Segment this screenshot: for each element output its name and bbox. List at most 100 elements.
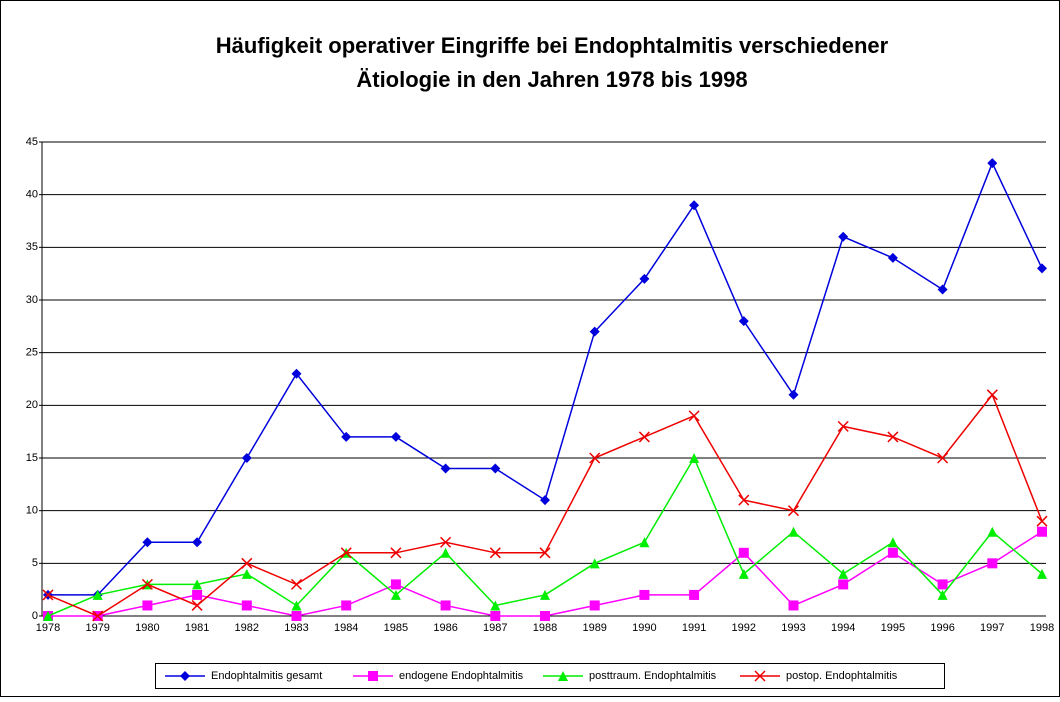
marker	[440, 536, 452, 548]
marker	[589, 452, 601, 464]
marker	[788, 526, 799, 537]
marker	[987, 158, 998, 169]
marker	[937, 579, 948, 590]
legend-label: posttraum. Endophtalmitis	[589, 670, 717, 682]
marker	[639, 589, 650, 600]
x-tick-label: 1994	[831, 622, 855, 634]
marker	[937, 589, 948, 600]
marker	[887, 537, 898, 548]
marker	[489, 547, 501, 559]
chart-title: Ätiologie in den Jahren 1978 bis 1998	[356, 67, 747, 92]
y-tick-label: 45	[26, 136, 38, 148]
x-tick-label: 1981	[185, 622, 209, 634]
x-tick-label: 1993	[781, 622, 805, 634]
marker	[838, 231, 849, 242]
x-tick-label: 1980	[135, 622, 159, 634]
x-tick-label: 1988	[533, 622, 557, 634]
marker	[368, 671, 378, 681]
marker	[887, 547, 898, 558]
marker	[987, 558, 998, 569]
chart-title: Häufigkeit operativer Eingriffe bei Endo…	[216, 33, 889, 58]
x-tick-label: 1996	[930, 622, 954, 634]
marker	[787, 505, 800, 517]
x-tick-label: 1987	[483, 622, 507, 634]
marker	[887, 252, 898, 263]
x-tick-label: 1985	[384, 622, 408, 634]
x-tick-label: 1989	[582, 622, 606, 634]
marker	[92, 589, 103, 600]
marker	[192, 589, 203, 600]
legend-label: postop. Endophtalmitis	[786, 670, 898, 682]
marker	[241, 557, 253, 569]
y-tick-label: 15	[26, 452, 38, 464]
marker	[838, 568, 849, 579]
marker	[887, 431, 899, 443]
marker	[688, 410, 700, 422]
marker	[192, 579, 203, 590]
marker	[291, 600, 302, 611]
x-tick-label: 1992	[732, 622, 756, 634]
marker	[341, 600, 352, 611]
marker	[589, 326, 600, 337]
x-tick-label: 1990	[632, 622, 656, 634]
x-tick-label: 1995	[881, 622, 905, 634]
marker	[937, 284, 948, 295]
marker	[539, 547, 551, 559]
marker	[987, 526, 998, 537]
marker	[738, 568, 749, 579]
marker	[43, 611, 53, 621]
marker	[1036, 515, 1048, 527]
marker	[42, 589, 54, 601]
y-tick-label: 25	[26, 347, 38, 359]
y-tick-label: 20	[26, 399, 38, 411]
y-tick-label: 0	[32, 610, 38, 622]
marker	[937, 452, 949, 464]
marker	[390, 431, 401, 442]
marker	[738, 316, 749, 327]
marker	[241, 600, 252, 611]
marker	[291, 368, 302, 379]
marker	[290, 578, 303, 590]
y-tick-label: 40	[26, 189, 38, 201]
marker	[142, 537, 153, 548]
marker	[291, 611, 302, 621]
marker	[490, 463, 501, 474]
marker	[1037, 568, 1047, 579]
marker	[689, 589, 700, 600]
marker	[689, 200, 700, 211]
marker	[390, 589, 401, 600]
marker	[639, 537, 650, 548]
marker	[340, 547, 352, 559]
marker	[838, 579, 849, 590]
marker	[540, 611, 550, 621]
marker	[589, 558, 600, 569]
marker	[639, 273, 650, 284]
marker	[558, 671, 568, 681]
marker	[490, 600, 501, 611]
x-tick-label: 1984	[334, 622, 358, 634]
marker	[141, 578, 153, 590]
marker	[390, 547, 402, 559]
marker	[540, 589, 550, 600]
marker	[191, 599, 203, 611]
marker	[589, 600, 600, 611]
marker	[390, 579, 401, 590]
marker	[638, 431, 650, 443]
marker	[241, 453, 252, 463]
marker	[689, 453, 700, 463]
marker	[788, 389, 799, 400]
marker	[180, 671, 190, 681]
y-tick-label: 5	[32, 557, 38, 569]
x-tick-label: 1986	[433, 622, 457, 634]
marker	[490, 611, 501, 621]
marker	[754, 670, 766, 682]
marker	[837, 420, 849, 432]
marker	[738, 547, 749, 558]
marker	[1037, 526, 1047, 537]
legend-label: Endophtalmitis gesamt	[211, 670, 322, 682]
marker	[540, 495, 550, 506]
marker	[1037, 263, 1047, 274]
y-tick-label: 10	[26, 505, 38, 517]
